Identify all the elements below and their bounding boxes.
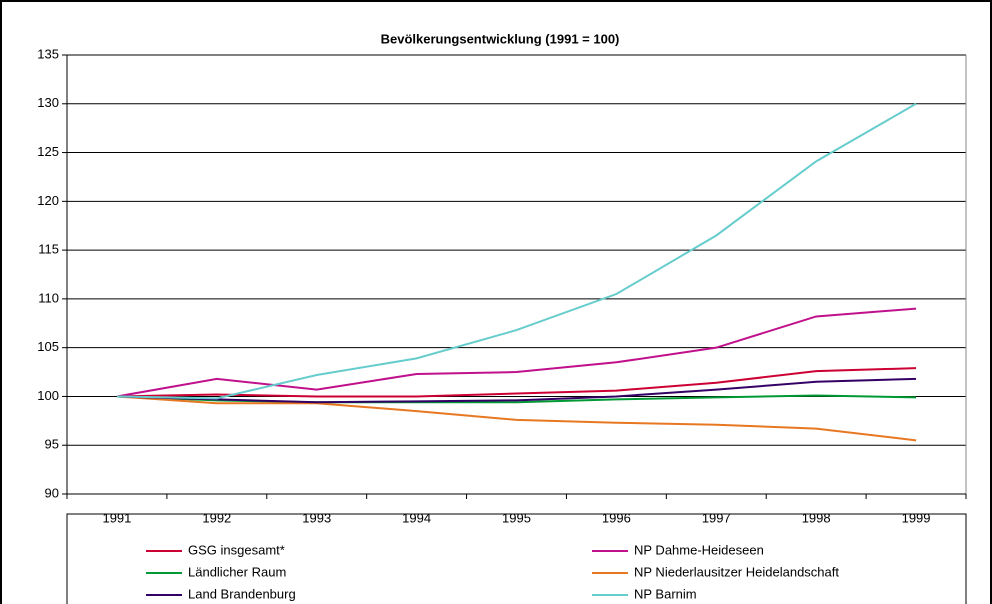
x-tick-label: 1998 <box>802 510 831 525</box>
legend-box <box>66 513 967 604</box>
y-tick-label: 130 <box>37 95 59 110</box>
legend-label: Ländlicher Raum <box>188 564 286 579</box>
chart-title: Bevölkerungsentwicklung (1991 = 100) <box>381 31 620 46</box>
legend-label: NP Dahme-Heideseen <box>634 542 764 557</box>
legend-label: Land Brandenburg <box>188 586 296 601</box>
x-tick-label: 1995 <box>502 510 531 525</box>
x-tick-label: 1996 <box>602 510 631 525</box>
x-tick-label: 1997 <box>702 510 731 525</box>
x-tick-label: 1993 <box>302 510 331 525</box>
x-tick-label: 1999 <box>902 510 931 525</box>
legend-label: NP Barnim <box>634 586 697 601</box>
series-line <box>116 395 917 442</box>
legend-label: GSG insgesamt* <box>188 542 285 557</box>
x-tick-label: 1992 <box>202 510 231 525</box>
y-tick-label: 120 <box>37 193 59 208</box>
legend-label: NP Niederlausitzer Heidelandschaft <box>634 564 839 579</box>
x-tick-label: 1991 <box>102 510 131 525</box>
y-tick-label: 100 <box>37 388 59 403</box>
series-line <box>116 367 917 398</box>
x-tick-label: 1994 <box>402 510 431 525</box>
y-tick-label: 90 <box>45 485 59 500</box>
series-line <box>116 102 917 400</box>
y-tick-label: 95 <box>45 437 59 452</box>
y-tick-label: 105 <box>37 339 59 354</box>
y-tick-label: 110 <box>38 290 59 305</box>
series-line <box>116 377 917 404</box>
y-tick-label: 135 <box>37 46 59 61</box>
series-line <box>116 307 917 398</box>
y-tick-label: 115 <box>38 242 59 257</box>
y-tick-label: 125 <box>37 144 59 159</box>
